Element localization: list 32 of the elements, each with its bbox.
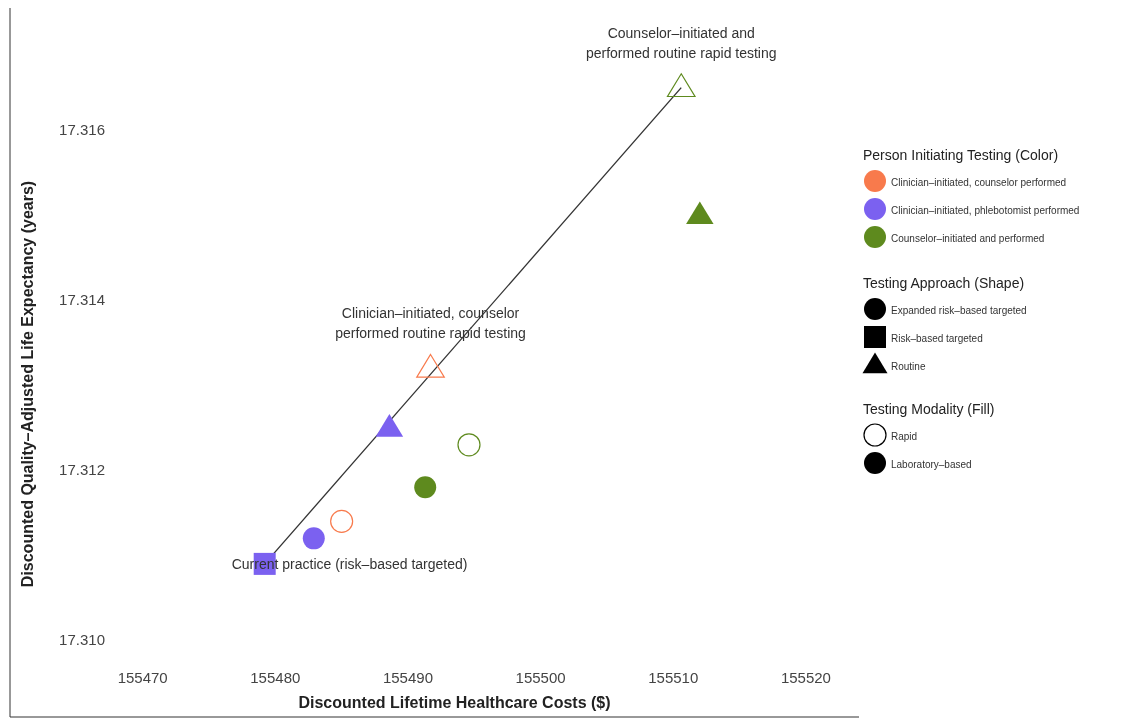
y-axis-title: Discounted Quality–Adjusted Life Expectancy (years) [19, 180, 36, 588]
legend-label: Clinician–initiated, phlebotomist performed [891, 205, 1080, 216]
text: Expanded risk–based targeted [891, 305, 1027, 316]
point [375, 414, 404, 437]
text: Testing Modality (Fill) [863, 401, 995, 417]
x-axis-title: Discounted Lifetime Healthcare Costs ($) [298, 694, 611, 711]
point [302, 527, 325, 550]
text: Laboratory–based [891, 459, 972, 470]
text: Testing Approach (Shape) [863, 275, 1025, 291]
y-tick-label: 17.312 [59, 461, 105, 479]
point [414, 476, 437, 499]
x-tick-label: 155510 [648, 669, 699, 686]
text: Routine [891, 361, 926, 372]
point [666, 73, 696, 98]
text: Risk–based targeted [891, 333, 983, 344]
point [330, 509, 354, 533]
y-tick-label: 17.310 [59, 631, 105, 649]
x-tick-label: 155470 [117, 669, 168, 686]
annotation: Counselor–initiated and performed routine rapid testing [585, 24, 777, 61]
legend-label: Counselor–initiated and performed [891, 233, 1045, 244]
point [686, 201, 714, 225]
y-tick-label: 17.314 [59, 291, 105, 309]
legend-title: Person Initiating Testing (Color) [863, 147, 1059, 163]
text: Rapid [891, 431, 918, 442]
x-tick-label: 155480 [250, 669, 301, 686]
legend-label: Clinician–initiated, counselor performed [891, 177, 1067, 188]
point [457, 433, 481, 457]
point [416, 353, 445, 378]
x-tick-label: 155520 [780, 669, 831, 686]
x-tick-label: 155490 [382, 669, 433, 686]
x-tick-label: 155500 [515, 669, 566, 686]
y-tick-label: 17.316 [59, 121, 105, 139]
